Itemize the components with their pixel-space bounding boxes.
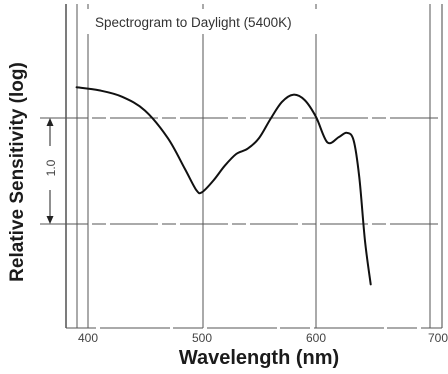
horizontal-gridlines bbox=[40, 117, 442, 329]
x-tick-labels: 400 500 600 700 bbox=[78, 331, 448, 345]
x-tick-label: 500 bbox=[192, 331, 212, 345]
sensitivity-curve bbox=[75, 86, 372, 286]
x-tick-label: 600 bbox=[306, 331, 326, 345]
scale-bar-label: 1.0 bbox=[44, 159, 58, 176]
scale-arrow-up bbox=[46, 118, 54, 126]
chart-title: Spectrogram to Daylight (5400K) bbox=[95, 15, 292, 30]
y-axis-label: Relative Sensitivity (log) bbox=[7, 62, 28, 282]
x-tick-label: 700 bbox=[428, 331, 448, 345]
x-tick-label: 400 bbox=[78, 331, 98, 345]
title-box bbox=[84, 9, 370, 34]
scale-arrow-down bbox=[46, 216, 54, 224]
x-axis-label: Wavelength (nm) bbox=[179, 347, 339, 369]
scale-bar: 1.0 bbox=[44, 118, 58, 224]
vertical-gridlines bbox=[65, 4, 443, 328]
